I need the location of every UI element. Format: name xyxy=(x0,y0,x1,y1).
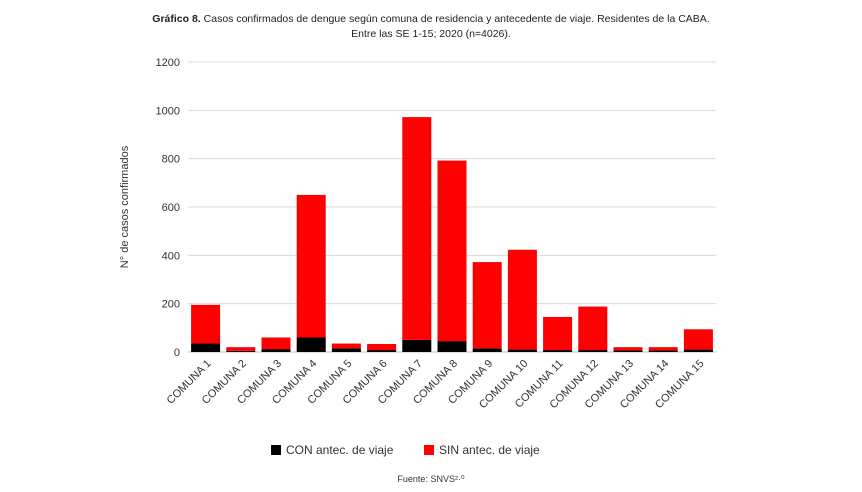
y-tick-label: 1000 xyxy=(156,105,180,117)
bar-sin-viaje xyxy=(191,304,221,344)
bar-sin-viaje xyxy=(296,194,326,338)
y-tick-label: 400 xyxy=(162,250,180,262)
legend-con-viaje-swatch xyxy=(271,445,281,455)
bar-sin-viaje xyxy=(402,117,432,340)
y-tick-label: 800 xyxy=(162,154,180,166)
chart-title-text: Casos confirmados de dengue según comuna… xyxy=(203,13,710,25)
bar-con-viaje xyxy=(648,350,678,352)
source-note: Fuente: SNVS²·⁰ xyxy=(397,474,465,484)
bar-sin-viaje xyxy=(578,306,608,351)
bar-sin-viaje xyxy=(543,316,573,351)
legend-sin-viaje-swatch xyxy=(424,445,434,455)
y-axis-label: N° de casos confirmados xyxy=(119,145,131,268)
bar-sin-viaje xyxy=(472,262,502,349)
bar-sin-viaje xyxy=(648,347,678,351)
chart-subtitle: Entre las SE 1-15; 2020 (n=4026). xyxy=(351,28,511,40)
y-tick-label: 1200 xyxy=(156,57,180,69)
bar-con-viaje xyxy=(226,350,256,352)
bar-con-viaje xyxy=(331,348,361,352)
bar-con-viaje xyxy=(613,350,643,352)
legend-con-viaje-label: CON antec. de viaje xyxy=(286,443,394,457)
bar-sin-viaje xyxy=(507,249,537,350)
bar-con-viaje xyxy=(472,348,502,352)
y-tick-label: 200 xyxy=(162,299,180,311)
bar-con-viaje xyxy=(507,349,537,352)
chart-title: Gráfico 8. Casos confirmados de dengue s… xyxy=(0,12,862,42)
bar-chart: 0 200 400 600 800 1000 1200 N° de casos confirm… xyxy=(119,57,716,457)
bar-con-viaje xyxy=(543,350,573,352)
y-tick-label: 600 xyxy=(162,202,180,214)
bar-sin-viaje xyxy=(683,329,713,350)
bar-sin-viaje xyxy=(261,337,291,350)
bar-con-viaje xyxy=(578,350,608,352)
legend-sin-viaje-label: SIN antec. de viaje xyxy=(439,443,540,457)
bar-con-viaje xyxy=(191,343,221,352)
bar-con-viaje xyxy=(367,350,397,352)
bar-con-viaje xyxy=(437,341,467,352)
bar-sin-viaje xyxy=(226,347,256,351)
bar-con-viaje xyxy=(402,339,432,352)
bar-con-viaje xyxy=(261,349,291,352)
bar-con-viaje xyxy=(683,349,713,352)
chart-title-lead: Gráfico 8. xyxy=(152,13,201,25)
bar-sin-viaje xyxy=(367,344,397,351)
bar-sin-viaje xyxy=(331,343,361,349)
y-tick-label: 0 xyxy=(174,347,180,359)
bar-con-viaje xyxy=(296,337,326,352)
bar-sin-viaje xyxy=(613,347,643,351)
bar-sin-viaje xyxy=(437,160,467,342)
